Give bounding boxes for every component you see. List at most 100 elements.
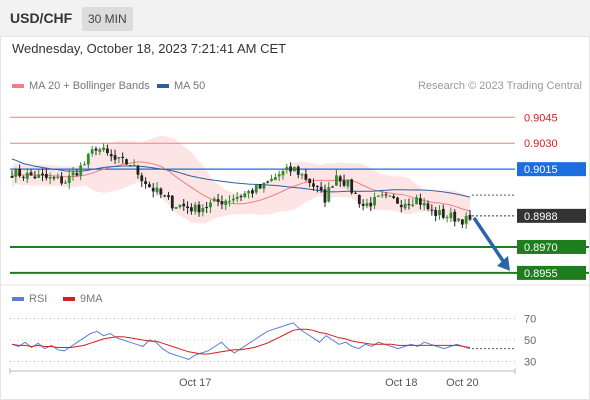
candle-body xyxy=(182,203,186,207)
legend-ma20: MA 20 + Bollinger Bands xyxy=(12,80,150,92)
candle-body xyxy=(102,147,105,151)
legend-9ma-label: 9MA xyxy=(80,293,103,305)
candle-body xyxy=(418,198,422,205)
candle-body xyxy=(342,180,346,186)
candle-body xyxy=(449,212,453,219)
candle-body xyxy=(354,192,357,194)
candle-body xyxy=(441,208,445,218)
legend-ma50-swatch xyxy=(157,84,169,89)
level-label-0.8988: 0.8988 xyxy=(524,211,558,223)
candle-body xyxy=(438,210,441,216)
candle-body xyxy=(90,149,94,154)
candle-body xyxy=(335,175,338,186)
candle-body xyxy=(369,202,373,207)
candle-body xyxy=(159,188,163,195)
candle-body xyxy=(186,206,189,209)
candle-body xyxy=(148,184,151,188)
candle-body xyxy=(10,176,14,178)
candle-body xyxy=(37,174,41,178)
candle-body xyxy=(67,175,71,184)
level-label-0.8970: 0.8970 xyxy=(524,242,558,254)
candle-body xyxy=(281,171,285,176)
candle-body xyxy=(209,202,212,208)
candle-body xyxy=(300,174,304,176)
candle-body xyxy=(415,197,418,205)
candle-body xyxy=(373,196,376,206)
candle-body xyxy=(29,172,33,176)
candle-body xyxy=(64,182,67,184)
legend-rsi-swatch xyxy=(12,297,24,302)
candle-body xyxy=(113,155,117,160)
rsi-line xyxy=(11,322,471,360)
moving-averages xyxy=(11,158,471,212)
candle-body xyxy=(14,168,18,177)
candle-body xyxy=(18,168,22,177)
candle-body xyxy=(155,187,159,193)
candle-body xyxy=(86,153,90,165)
candle-body xyxy=(201,208,205,212)
candle-body xyxy=(445,217,449,219)
candle-body xyxy=(48,177,52,179)
candle-body xyxy=(399,204,403,208)
candle-body xyxy=(220,201,224,205)
x-tick-label-Oct-17: Oct 17 xyxy=(179,377,211,389)
candle-body xyxy=(117,157,121,159)
candle-body xyxy=(170,195,174,209)
candle-body xyxy=(312,183,315,187)
candle-body xyxy=(235,197,239,199)
candle-body xyxy=(346,179,350,187)
candle-body xyxy=(52,177,56,179)
projection-arrow-head xyxy=(497,255,510,271)
rsi-panel: 70 50 30 xyxy=(0,284,590,369)
candle-body xyxy=(41,173,44,176)
candle-body xyxy=(60,176,64,184)
candle-body xyxy=(422,202,426,206)
timeframe-selector[interactable]: 30 MIN xyxy=(82,7,133,31)
symbol-label: USD/CHF xyxy=(10,10,73,26)
candle-body xyxy=(434,209,438,216)
candle-body xyxy=(327,187,331,202)
candle-body xyxy=(189,207,193,212)
candle-body xyxy=(25,172,29,179)
candle-body xyxy=(178,204,182,208)
candle-body xyxy=(357,194,361,204)
level-label-0.9015: 0.9015 xyxy=(524,164,558,176)
level-label-0.9030: 0.9030 xyxy=(524,138,558,150)
candle-body xyxy=(254,185,258,193)
candles xyxy=(10,143,472,229)
candle-body xyxy=(464,215,468,224)
level-tag-0.8970 xyxy=(517,239,586,254)
rsi-tick-label-70: 70 xyxy=(524,313,536,325)
candle-body xyxy=(392,196,396,198)
candle-body xyxy=(457,218,460,221)
candle-body xyxy=(407,204,411,206)
candle-body xyxy=(403,203,407,209)
legend-ma50: MA 50 xyxy=(157,80,205,92)
legend-9ma-swatch xyxy=(63,297,75,302)
candle-body xyxy=(338,176,342,182)
candle-body xyxy=(377,195,380,197)
rsi-9ma-line xyxy=(11,328,471,355)
candle-body xyxy=(384,194,388,196)
projection-arrow xyxy=(472,216,510,271)
candle-body xyxy=(380,194,384,196)
bollinger-band-area xyxy=(12,135,470,226)
candle-body xyxy=(396,197,399,204)
candle-body xyxy=(388,195,392,197)
bollinger-band-fill xyxy=(12,135,470,226)
x-tick-label-Oct-20: Oct 20 xyxy=(446,377,478,389)
candle-body xyxy=(430,209,434,211)
candle-body xyxy=(228,200,231,202)
credit-text: Research © 2023 Trading Central xyxy=(417,80,582,92)
candle-body xyxy=(270,179,273,181)
candle-body xyxy=(128,165,132,167)
candle-body xyxy=(83,164,86,166)
level-tag-0.9015 xyxy=(517,162,586,177)
level-labels: 0.9045 0.9030 0.9015 0.8988 0.8970 0.8955 xyxy=(517,112,586,280)
candle-body xyxy=(174,206,178,209)
legend-ma20-label: MA 20 + Bollinger Bands xyxy=(29,80,150,92)
candle-body xyxy=(44,173,48,178)
candle-body xyxy=(293,166,296,172)
candle-body xyxy=(151,187,155,192)
